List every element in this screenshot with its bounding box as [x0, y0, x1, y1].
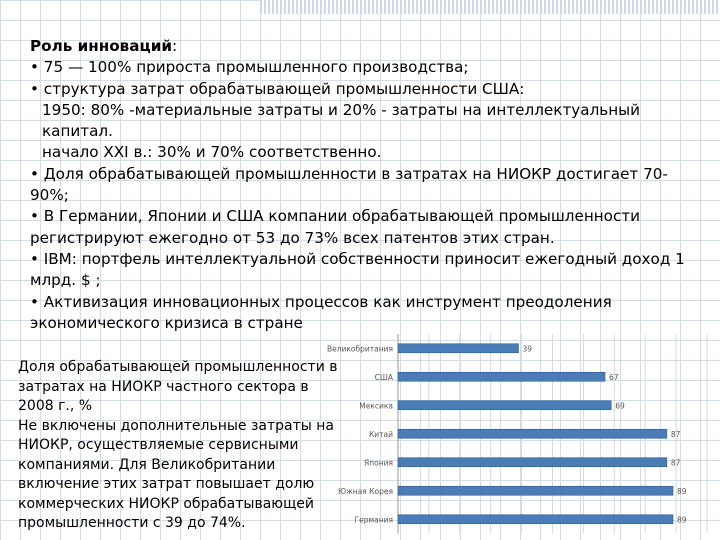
chart-data-label: 69 — [615, 401, 625, 410]
slide-title-bold: Роль инноваций — [30, 37, 173, 55]
chart-bar — [397, 485, 674, 496]
chart-category-label: Мексика — [359, 401, 393, 410]
chart-data-label: 67 — [609, 373, 619, 382]
text-line-1: • 75 — 100% прироста промышленного произ… — [30, 58, 469, 77]
main-text-block: Роль инноваций: • 75 — 100% прироста про… — [30, 36, 700, 334]
chart-category-label: Япония — [364, 458, 393, 467]
chart-bar — [397, 343, 519, 354]
chart-bar — [397, 428, 668, 439]
text-line-3: 1950: 80% -материальные затраты и 20% - … — [42, 100, 641, 141]
text-line-6: • В Германии, Японии и США компании обра… — [30, 207, 641, 247]
text-line-4: начало XXI в.: 30% и 70% соответственно. — [42, 143, 382, 162]
text-line-5: • Доля обрабатывающей промышленности в з… — [30, 164, 668, 205]
text-line-7: • IBM: портфель интеллектуальной собстве… — [30, 249, 685, 290]
chart-bar — [397, 457, 668, 468]
chart-data-label: 87 — [671, 430, 681, 439]
decorative-pattern — [260, 0, 720, 14]
caption-line-1: Доля обрабатывающей промышленности в зат… — [18, 359, 338, 414]
slide-title: Роль инноваций: — [30, 36, 700, 57]
chart-data-label: 89 — [677, 487, 687, 496]
chart-category-label: Великобритания — [327, 344, 393, 353]
text-line-2: • структура затрат обрабатывающей промыш… — [30, 79, 525, 98]
slide-title-colon: : — [172, 37, 178, 55]
chart-category-label: Китай — [369, 430, 393, 439]
chart-caption: Доля обрабатывающей промышленности в зат… — [18, 358, 338, 534]
chart-category-label: США — [375, 373, 394, 382]
chart-data-label: 39 — [523, 344, 533, 353]
chart-category-label: Южная Корея — [338, 487, 393, 496]
chart-category-label: Германия — [355, 515, 394, 524]
chart-bar — [397, 371, 606, 382]
chart-bar — [397, 514, 674, 525]
bar-chart: Великобритания 39 США 67 Мексика 69 Китай 87 Япо… — [327, 334, 708, 534]
chart-data-label: 87 — [671, 458, 681, 467]
caption-line-2: Не включены дополнительные затраты на НИ… — [18, 417, 335, 532]
text-line-8: • Активизация инновационных процессов ка… — [30, 292, 612, 332]
chart-data-label: 89 — [677, 515, 687, 524]
chart-bar — [397, 400, 612, 411]
